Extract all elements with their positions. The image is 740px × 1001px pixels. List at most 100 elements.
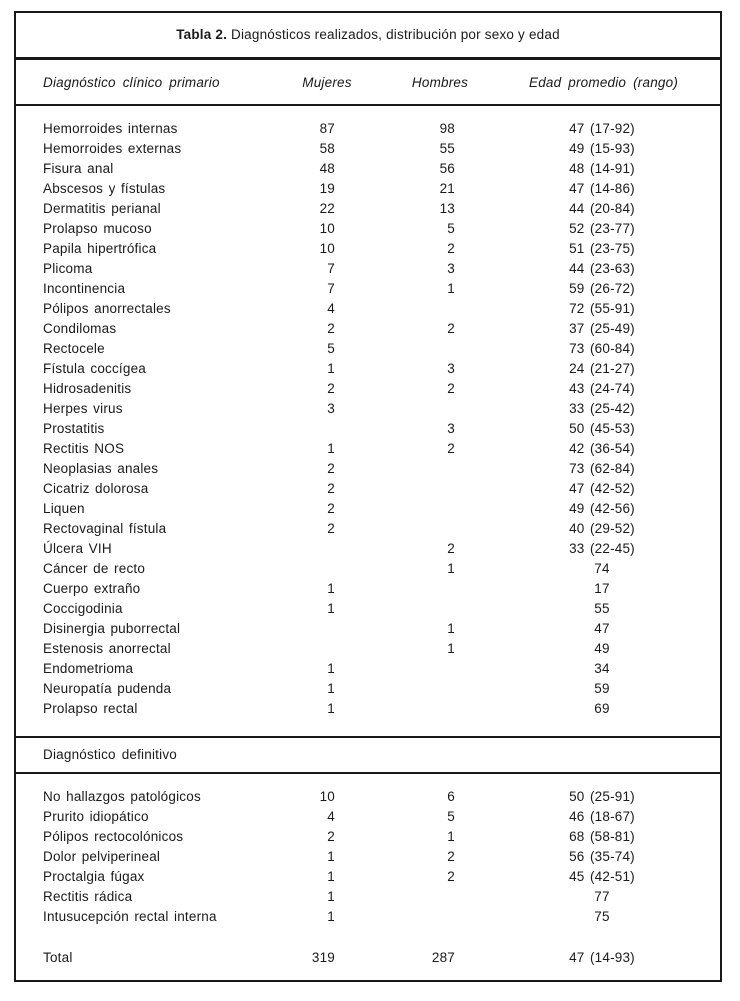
mujeres-cell: 2	[327, 320, 335, 336]
table-row: Rectitis rádica 1 77	[16, 886, 720, 906]
edad-cell: 47 (42-52)	[569, 480, 635, 496]
mujeres-cell: 1	[327, 660, 335, 676]
table-row: Herpes virus 3 33 (25-42)	[16, 398, 720, 418]
diagnosis-cell: Herpes virus	[43, 400, 123, 416]
section-divider-top-rule	[16, 736, 720, 738]
table-row: Rectitis NOS 1 2 42 (36-54)	[16, 438, 720, 458]
edad-cell: 43 (24-74)	[569, 380, 635, 396]
edad-cell: 75	[594, 908, 610, 924]
edad-cell: 33 (25-42)	[569, 400, 635, 416]
hombres-cell: 2	[447, 848, 455, 864]
primary-diagnosis-rows: Hemorroides internas 87 98 47 (17-92) He…	[16, 106, 720, 736]
edad-cell: 44 (20-84)	[569, 200, 635, 216]
table-row: Proctalgia fúgax 1 2 45 (42-51)	[16, 866, 720, 886]
table-row: Prolapso rectal 1 69	[16, 698, 720, 718]
diagnosis-cell: Plicoma	[43, 260, 93, 276]
table-row: Úlcera VIH 2 33 (22-45)	[16, 538, 720, 558]
diagnosis-cell: Cicatriz dolorosa	[43, 480, 149, 496]
mujeres-cell: 10	[319, 788, 335, 804]
table-title-number: Tabla 2.	[176, 27, 228, 42]
mujeres-cell: 7	[327, 280, 335, 296]
mujeres-cell: 87	[319, 120, 335, 136]
edad-cell: 51 (23-75)	[569, 240, 635, 256]
edad-cell: 59	[594, 680, 610, 696]
table-row: Hidrosadenitis 2 2 43 (24-74)	[16, 378, 720, 398]
mujeres-cell: 1	[327, 600, 335, 616]
diagnosis-cell: Hidrosadenitis	[43, 380, 132, 396]
diagnosis-cell: Neoplasias anales	[43, 460, 159, 476]
mujeres-cell: 48	[319, 160, 335, 176]
mujeres-cell: 1	[327, 848, 335, 864]
mujeres-cell: 2	[327, 380, 335, 396]
diagnosis-cell: Incontinencia	[43, 280, 126, 296]
table-header-row: Diagnóstico clínico primario Mujeres Hom…	[16, 60, 720, 104]
edad-cell: 34	[594, 660, 610, 676]
table-row: Cuerpo extraño 1 17	[16, 578, 720, 598]
diagnosis-cell: Rectocele	[43, 340, 105, 356]
table-row: Coccigodinia 1 55	[16, 598, 720, 618]
hombres-cell: 2	[447, 868, 455, 884]
edad-cell: 47 (14-86)	[569, 180, 635, 196]
diagnosis-cell: Cáncer de recto	[43, 560, 146, 576]
table-row: Cicatriz dolorosa 2 47 (42-52)	[16, 478, 720, 498]
table-title: Tabla 2. Diagnósticos realizados, distri…	[16, 13, 720, 57]
diagnosis-cell: Rectitis NOS	[43, 440, 125, 456]
edad-cell: 50 (45-53)	[569, 420, 635, 436]
diagnosis-cell: Endometrioma	[43, 660, 134, 676]
table-row: Plicoma 7 3 44 (23-63)	[16, 258, 720, 278]
edad-cell: 40 (29-52)	[569, 520, 635, 536]
mujeres-cell: 1	[327, 888, 335, 904]
edad-cell: 42 (36-54)	[569, 440, 635, 456]
diagnosis-cell: Úlcera VIH	[43, 540, 112, 556]
edad-cell: 56 (35-74)	[569, 848, 635, 864]
table-row: Cáncer de recto 1 74	[16, 558, 720, 578]
hombres-cell: 1	[447, 640, 455, 656]
total-spacer	[16, 926, 720, 947]
diagnosis-cell: Estenosis anorrectal	[43, 640, 171, 656]
diagnosis-cell: Intusucepción rectal interna	[43, 908, 217, 924]
mujeres-cell: 1	[327, 700, 335, 716]
diagnosis-cell: Papila hipertrófica	[43, 240, 157, 256]
table-row: Dermatitis perianal 22 13 44 (20-84)	[16, 198, 720, 218]
hombres-cell: 5	[447, 808, 455, 824]
edad-cell: 49	[594, 640, 610, 656]
hombres-cell: 56	[439, 160, 455, 176]
hombres-cell: 1	[447, 620, 455, 636]
hombres-cell: 13	[439, 200, 455, 216]
col-header-edad: Edad promedio (rango)	[528, 74, 679, 90]
table-row: Liquen 2 49 (42-56)	[16, 498, 720, 518]
edad-cell: 47	[594, 620, 610, 636]
table-row: Intusucepción rectal interna 1 75	[16, 906, 720, 926]
edad-cell: 73 (60-84)	[569, 340, 635, 356]
edad-cell: 48 (14-91)	[569, 160, 635, 176]
edad-cell: 49 (42-56)	[569, 500, 635, 516]
mujeres-cell: 2	[327, 520, 335, 536]
diagnosis-cell: Pólipos anorrectales	[43, 300, 171, 316]
mujeres-cell: 4	[327, 808, 335, 824]
hombres-cell: 98	[439, 120, 455, 136]
table-row: Prurito idiopático 4 5 46 (18-67)	[16, 806, 720, 826]
diagnosis-cell: Rectovaginal fístula	[43, 520, 167, 536]
diagnosis-cell: Dermatitis perianal	[43, 200, 161, 216]
edad-cell: 49 (15-93)	[569, 140, 635, 156]
mujeres-cell: 2	[327, 460, 335, 476]
mujeres-cell: 1	[327, 440, 335, 456]
hombres-cell: 2	[447, 320, 455, 336]
table-title-text: Diagnósticos realizados, distribución po…	[227, 27, 560, 42]
total-edad: 47 (14-93)	[569, 949, 635, 965]
title-divider-rule	[16, 57, 720, 60]
diagnosis-cell: Proctalgia fúgax	[43, 868, 145, 884]
table-row: Dolor pelviperineal 1 2 56 (35-74)	[16, 846, 720, 866]
mujeres-cell: 58	[319, 140, 335, 156]
edad-cell: 73 (62-84)	[569, 460, 635, 476]
mujeres-cell: 1	[327, 360, 335, 376]
edad-cell: 68 (58-81)	[569, 828, 635, 844]
hombres-cell: 21	[439, 180, 455, 196]
total-hombres: 287	[431, 949, 455, 965]
edad-cell: 74	[594, 560, 610, 576]
hombres-cell: 2	[447, 240, 455, 256]
edad-cell: 52 (23-77)	[569, 220, 635, 236]
table-row: Rectocele 5 73 (60-84)	[16, 338, 720, 358]
table-row: Disinergia puborrectal 1 47	[16, 618, 720, 638]
diagnosis-cell: Dolor pelviperineal	[43, 848, 161, 864]
